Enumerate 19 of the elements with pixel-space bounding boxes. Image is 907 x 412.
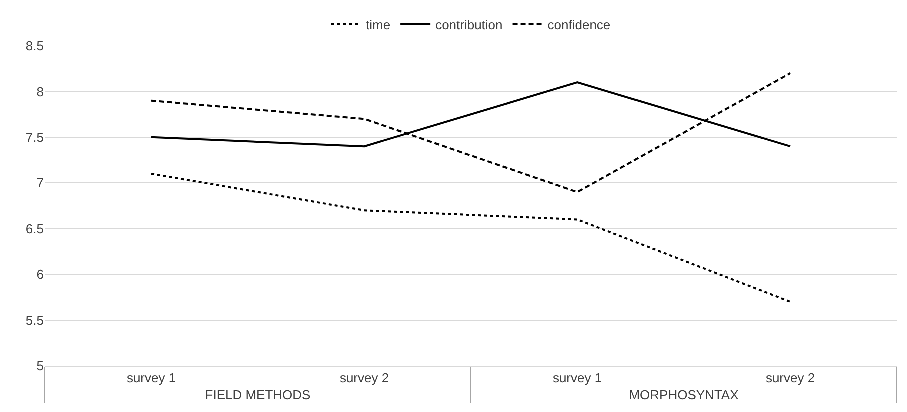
- y-tick-label: 7: [36, 176, 44, 191]
- legend-label: confidence: [548, 18, 611, 33]
- line-series: [150, 72, 792, 194]
- y-tick-label: 5: [36, 358, 44, 374]
- x-tick-label: survey 1: [126, 370, 176, 386]
- y-tick-label: 6.5: [26, 221, 44, 236]
- legend-label: contribution: [436, 18, 503, 33]
- y-tick-label: 8: [36, 84, 44, 100]
- text: FIELD METHODS: [205, 388, 312, 403]
- line-series: [150, 173, 792, 303]
- y-tick-label: 5.5: [26, 312, 44, 328]
- legend-label: time: [366, 18, 391, 33]
- x-tick-label: survey 1: [552, 370, 602, 386]
- x-tick-label: survey 2: [340, 370, 390, 386]
- text: MORPHOSYNTAX: [629, 388, 740, 403]
- y-tick-label: 7.5: [26, 130, 44, 145]
- y-tick-label: 6: [36, 267, 44, 282]
- y-tick-label: 8.5: [26, 38, 44, 54]
- x-tick-label: survey 2: [766, 370, 816, 386]
